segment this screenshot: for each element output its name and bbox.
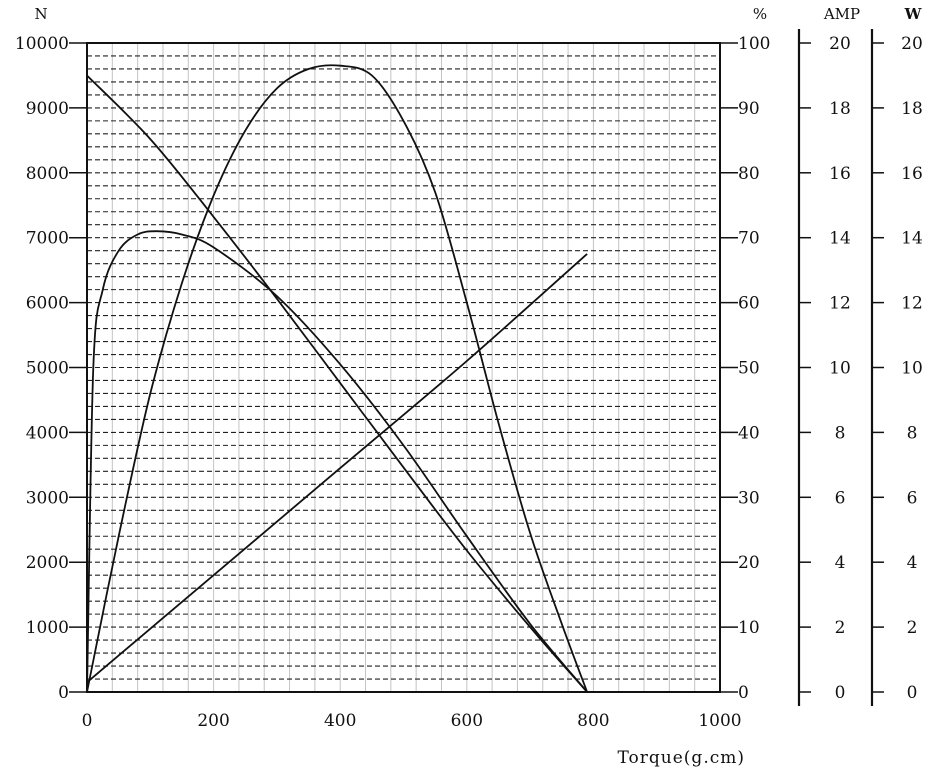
left-axis-tick-label: 2000 — [26, 553, 69, 573]
x-axis-tick-label: 200 — [197, 711, 229, 731]
amp-axis-tick-label: 4 — [835, 553, 846, 573]
percent-axis-tick-label: 60 — [738, 294, 760, 314]
left-axis-tick-label: 3000 — [26, 488, 69, 508]
left-axis-unit: N — [34, 5, 47, 23]
percent-axis-tick-label: 0 — [738, 683, 749, 703]
percent-axis-tick-label: 50 — [738, 359, 760, 379]
x-axis-tick-label: 400 — [324, 711, 356, 731]
watt-axis-tick-label: 18 — [901, 99, 923, 119]
left-axis-tick-label: 4000 — [26, 423, 69, 443]
left-axis-tick-label: 9000 — [26, 99, 69, 119]
watt-axis-tick-label: 20 — [901, 34, 923, 54]
x-axis-tick-label: 800 — [577, 711, 609, 731]
left-axis-tick-label: 5000 — [26, 359, 69, 379]
percent-axis-tick-label: 80 — [738, 164, 760, 184]
percent-axis-tick-label: 100 — [738, 34, 770, 54]
watt-axis-tick-label: 6 — [907, 488, 918, 508]
efficiency-curve — [86, 230, 588, 693]
left-axis-tick-label: 0 — [58, 683, 69, 703]
amp-axis-tick-label: 12 — [829, 294, 851, 314]
watt-axis-unit: W — [904, 5, 923, 23]
percent-axis-tick-label: 40 — [738, 423, 760, 443]
amp-axis-unit: AMP — [823, 5, 860, 23]
left-axis-tick-label: 10000 — [15, 34, 69, 54]
x-axis-tick-label: 600 — [451, 711, 483, 731]
watt-axis-tick-label: 2 — [907, 618, 918, 638]
amp-axis-tick-label: 6 — [835, 488, 846, 508]
amp-axis-tick-label: 20 — [829, 34, 851, 54]
watt-axis-tick-label: 8 — [907, 423, 918, 443]
amp-axis-tick-label: 0 — [835, 683, 846, 703]
series-curves — [86, 64, 588, 693]
amp-axis-tick-label: 14 — [829, 229, 851, 249]
current-curve — [86, 253, 588, 683]
percent-axis-tick-label: 90 — [738, 99, 760, 119]
x-axis-title: Torque(g.cm) — [618, 748, 745, 768]
amp-axis-tick-label: 8 — [835, 423, 846, 443]
left-axis-tick-label: 8000 — [26, 164, 69, 184]
watt-axis-tick-label: 0 — [907, 683, 918, 703]
amp-axis-tick-label: 10 — [829, 359, 851, 379]
amp-axis-tick-label: 18 — [829, 99, 851, 119]
axes-frame — [69, 29, 884, 706]
amp-axis-tick-label: 16 — [829, 164, 851, 184]
percent-axis-tick-label: 70 — [738, 229, 760, 249]
left-axis-tick-label: 1000 — [26, 618, 69, 638]
percent-axis-unit: % — [753, 5, 767, 23]
speed-curve — [86, 74, 588, 693]
amp-axis-tick-label: 2 — [835, 618, 846, 638]
watt-axis-tick-label: 12 — [901, 294, 923, 314]
x-axis-tick-label: 1000 — [698, 711, 741, 731]
watt-axis-tick-label: 16 — [901, 164, 923, 184]
watt-axis-tick-label: 14 — [901, 229, 923, 249]
percent-axis-tick-label: 20 — [738, 553, 760, 573]
plot-grid — [87, 43, 720, 692]
percent-axis-tick-label: 10 — [738, 618, 760, 638]
power-curve — [86, 64, 588, 693]
percent-axis-tick-label: 30 — [738, 488, 760, 508]
watt-axis-tick-label: 10 — [901, 359, 923, 379]
left-axis-tick-label: 7000 — [26, 229, 69, 249]
left-axis-tick-label: 6000 — [26, 294, 69, 314]
x-axis-tick-label: 0 — [82, 711, 93, 731]
watt-axis-tick-label: 4 — [907, 553, 918, 573]
